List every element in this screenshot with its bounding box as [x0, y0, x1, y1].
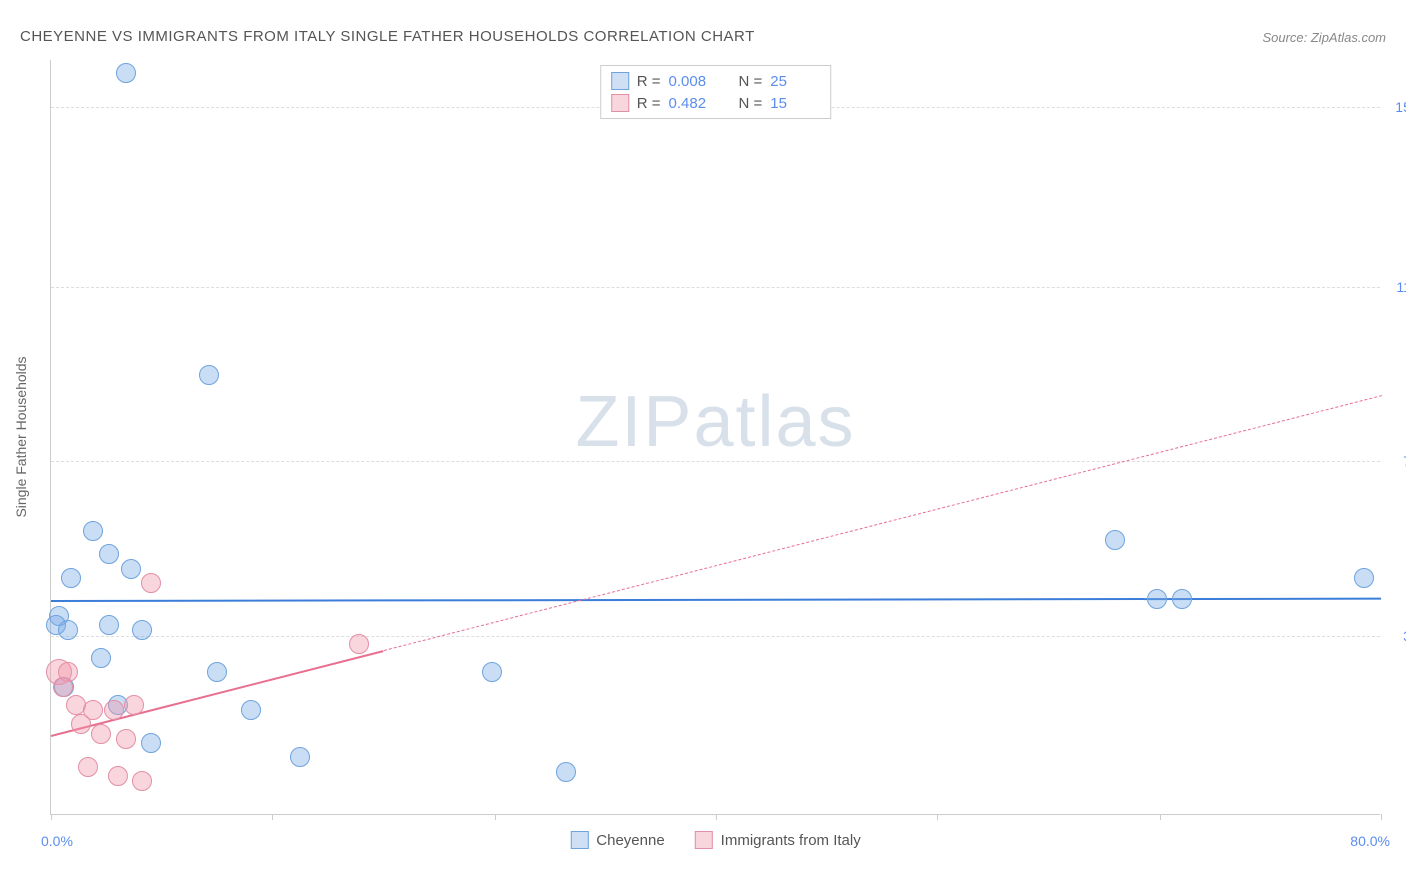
r-value-italy: 0.482 [669, 95, 719, 112]
x-axis-min-label: 0.0% [41, 833, 73, 849]
gridline [51, 636, 1380, 637]
data-point [1105, 530, 1125, 550]
legend-item-cheyenne: Cheyenne [570, 831, 664, 849]
data-point [241, 700, 261, 720]
swatch-italy [611, 94, 629, 112]
legend-correlation: R = 0.008 N = 25 R = 0.482 N = 15 [600, 65, 832, 119]
legend-row-italy: R = 0.482 N = 15 [611, 92, 821, 114]
data-point [104, 700, 124, 720]
data-point [556, 762, 576, 782]
data-point [124, 695, 144, 715]
y-axis-title: Single Father Households [13, 356, 29, 517]
data-point [108, 766, 128, 786]
r-value-cheyenne: 0.008 [669, 73, 719, 90]
data-point [91, 724, 111, 744]
y-tick-label: 7.5% [1385, 453, 1406, 469]
data-point [132, 771, 152, 791]
data-point [141, 573, 161, 593]
data-point [1147, 589, 1167, 609]
data-point [199, 365, 219, 385]
data-point [99, 615, 119, 635]
data-point [207, 662, 227, 682]
legend-label-cheyenne: Cheyenne [596, 832, 664, 849]
data-point [78, 757, 98, 777]
trend-line [383, 395, 1381, 651]
x-tick [937, 814, 938, 820]
legend-row-cheyenne: R = 0.008 N = 25 [611, 70, 821, 92]
n-value-italy: 15 [770, 95, 820, 112]
data-point [121, 559, 141, 579]
gridline [51, 461, 1380, 462]
x-tick [716, 814, 717, 820]
data-point [83, 521, 103, 541]
data-point [71, 714, 91, 734]
n-value-cheyenne: 25 [770, 73, 820, 90]
x-tick [272, 814, 273, 820]
chart-title: CHEYENNE VS IMMIGRANTS FROM ITALY SINGLE… [20, 28, 755, 45]
swatch-cheyenne [570, 831, 588, 849]
n-label: N = [739, 73, 763, 90]
y-tick-label: 3.8% [1385, 628, 1406, 644]
x-tick [51, 814, 52, 820]
x-tick [495, 814, 496, 820]
data-point [349, 634, 369, 654]
data-point [482, 662, 502, 682]
legend-label-italy: Immigrants from Italy [721, 832, 861, 849]
data-point [53, 677, 73, 697]
data-point [116, 63, 136, 83]
data-point [58, 620, 78, 640]
source-attribution: Source: ZipAtlas.com [1262, 30, 1386, 45]
watermark: ZIPatlas [575, 381, 855, 463]
data-point [116, 729, 136, 749]
legend-series: Cheyenne Immigrants from Italy [570, 831, 860, 849]
x-tick [1160, 814, 1161, 820]
data-point [91, 648, 111, 668]
data-point [99, 544, 119, 564]
x-axis-max-label: 80.0% [1350, 833, 1390, 849]
r-label: R = [637, 73, 661, 90]
swatch-italy [695, 831, 713, 849]
data-point [1172, 589, 1192, 609]
data-point [1354, 568, 1374, 588]
y-tick-label: 15.0% [1385, 99, 1406, 115]
gridline [51, 287, 1380, 288]
legend-item-italy: Immigrants from Italy [695, 831, 861, 849]
r-label: R = [637, 95, 661, 112]
y-tick-label: 11.2% [1385, 279, 1406, 295]
data-point [141, 733, 161, 753]
data-point [290, 747, 310, 767]
plot-area: ZIPatlas Single Father Households 15.0%1… [50, 60, 1380, 815]
swatch-cheyenne [611, 72, 629, 90]
x-tick [1381, 814, 1382, 820]
n-label: N = [739, 95, 763, 112]
data-point [61, 568, 81, 588]
data-point [132, 620, 152, 640]
